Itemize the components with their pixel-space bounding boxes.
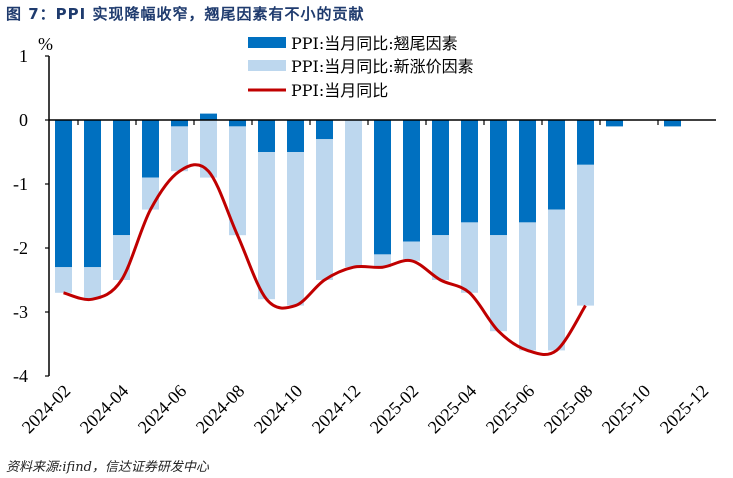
- bar-new-2024-08: [229, 126, 246, 236]
- bar-tail-2025-08: [577, 120, 594, 165]
- x-tick-label: 2024-10: [250, 381, 307, 438]
- bar-tail-2024-06: [171, 120, 188, 127]
- x-tick-label: 2024-04: [76, 381, 133, 438]
- bar-new-2025-05: [490, 235, 507, 332]
- bar-tail-2024-02: [55, 120, 72, 268]
- legend-label-2: PPI:当月同比: [291, 81, 388, 100]
- bar-new-2025-02: [403, 241, 420, 261]
- bar-new-2024-02: [55, 267, 72, 293]
- bar-new-2025-08: [577, 164, 594, 306]
- bar-new-2024-09: [258, 152, 275, 300]
- bar-new-2025-06: [519, 222, 536, 351]
- bar-tail-2024-04: [113, 120, 130, 236]
- bar-tail-2024-08: [229, 120, 246, 127]
- bar-new-2025-03: [432, 235, 449, 280]
- line-ppi-yoy: [63, 163, 587, 357]
- x-tick-label: 2025-06: [482, 381, 539, 438]
- bar-new-2024-05: [142, 177, 159, 210]
- source-note: 资料来源:ifind，信达证券研发中心: [6, 460, 209, 475]
- x-tick-label: 2024-08: [192, 381, 249, 438]
- bar-tail-2025-06: [519, 120, 536, 223]
- y-tick-label: -1: [13, 174, 28, 194]
- x-tick-label: 2024-02: [18, 381, 75, 438]
- bar-tail-2024-11: [316, 120, 333, 140]
- bar-tail-2025-09: [606, 120, 623, 127]
- bar-tail-2025-04: [461, 120, 478, 223]
- bar-new-2024-07: [200, 120, 217, 178]
- y-tick-label: 1: [19, 46, 28, 66]
- bar-tail-2024-10: [287, 120, 304, 152]
- bar-tail-2025-02: [403, 120, 420, 242]
- bar-new-2024-04: [113, 235, 130, 280]
- y-tick-label: 0: [19, 110, 28, 130]
- bar-new-2024-06: [171, 126, 188, 172]
- x-tick-label: 2025-12: [656, 381, 713, 438]
- legend-swatch-0: [248, 37, 286, 48]
- bar-new-2025-07: [548, 209, 565, 351]
- bar-tail-2025-03: [432, 120, 449, 236]
- bar-new-2025-01: [374, 254, 391, 268]
- x-tick-label: 2025-02: [366, 381, 423, 438]
- bar-tail-2025-01: [374, 120, 391, 255]
- x-tick-label: 2025-10: [598, 381, 655, 438]
- bar-new-2024-10: [287, 152, 304, 306]
- x-tick-label: 2025-08: [540, 381, 597, 438]
- bar-new-2024-11: [316, 139, 333, 280]
- y-tick-label: -4: [13, 366, 28, 386]
- legend-swatch-1: [248, 60, 286, 71]
- bar-new-2024-03: [84, 267, 101, 300]
- y-unit-label: %: [38, 34, 53, 54]
- x-tick-label: 2024-12: [308, 381, 365, 438]
- bar-tail-2025-11: [664, 120, 681, 127]
- legend-label-0: PPI:当月同比:翘尾因素: [291, 34, 458, 53]
- bar-tail-2024-09: [258, 120, 275, 152]
- legend-label-1: PPI:当月同比:新涨价因素: [291, 57, 474, 76]
- bar-new-2025-04: [461, 222, 478, 293]
- bar-tail-2025-05: [490, 120, 507, 236]
- y-tick-label: -2: [13, 238, 28, 258]
- y-tick-label: -3: [13, 302, 28, 322]
- bar-tail-2025-07: [548, 120, 565, 210]
- bar-new-2024-12: [345, 120, 362, 268]
- x-tick-label: 2024-06: [134, 381, 191, 438]
- x-tick-label: 2025-04: [424, 381, 481, 438]
- chart-title: 图 7：PPI 实现降幅收窄，翘尾因素有不小的贡献: [6, 5, 365, 23]
- bar-tail-2024-07: [200, 113, 217, 120]
- bar-tail-2024-03: [84, 120, 101, 268]
- bar-tail-2024-05: [142, 120, 159, 178]
